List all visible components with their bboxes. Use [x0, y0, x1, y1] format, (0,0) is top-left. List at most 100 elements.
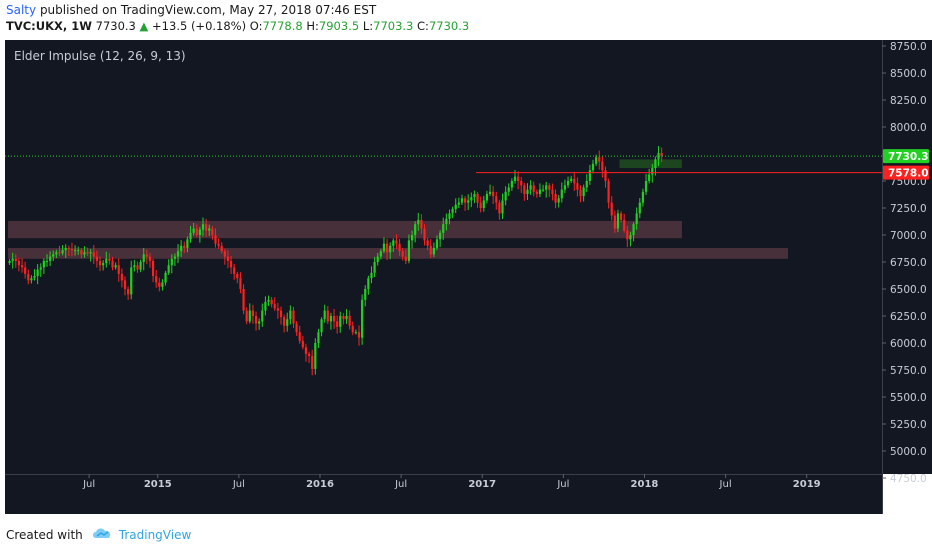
candle-body[interactable]	[139, 262, 142, 270]
candle-body[interactable]	[186, 239, 189, 248]
candle-body[interactable]	[151, 260, 155, 277]
candle-body[interactable]	[24, 267, 27, 274]
candle-body[interactable]	[189, 232, 192, 240]
candle-body[interactable]	[570, 178, 573, 181]
candle-body[interactable]	[8, 260, 11, 264]
candle-body[interactable]	[613, 215, 616, 229]
candle-body[interactable]	[145, 254, 148, 257]
candle-body[interactable]	[520, 181, 523, 186]
candle-body[interactable]	[89, 252, 92, 254]
candle-body[interactable]	[155, 276, 158, 283]
candle-body[interactable]	[560, 189, 563, 199]
candle-body[interactable]	[563, 185, 567, 190]
candle-body[interactable]	[410, 235, 414, 241]
candle-body[interactable]	[251, 310, 255, 316]
candle-body[interactable]	[173, 256, 177, 259]
candle-body[interactable]	[283, 317, 286, 326]
candle-body[interactable]	[629, 235, 632, 240]
candle-body[interactable]	[108, 258, 111, 261]
candle-body[interactable]	[314, 343, 317, 369]
candle-body[interactable]	[92, 252, 95, 257]
candle-body[interactable]	[130, 267, 133, 295]
candle-body[interactable]	[582, 187, 585, 197]
candle-body[interactable]	[401, 251, 404, 257]
candle-body[interactable]	[435, 239, 439, 248]
candle-body[interactable]	[167, 265, 170, 273]
candle-body[interactable]	[354, 332, 357, 334]
candle-body[interactable]	[208, 228, 211, 231]
candle-body[interactable]	[504, 191, 507, 201]
price-axis[interactable]	[882, 40, 932, 474]
candle-body[interactable]	[426, 240, 429, 246]
candle-body[interactable]	[42, 260, 45, 268]
candle-body[interactable]	[223, 251, 226, 257]
candle-body[interactable]	[142, 254, 145, 262]
candle-body[interactable]	[364, 289, 367, 300]
candle-body[interactable]	[498, 202, 501, 214]
candle-body[interactable]	[170, 258, 173, 266]
candle-body[interactable]	[351, 325, 354, 333]
candle-body[interactable]	[55, 252, 58, 255]
candle-body[interactable]	[339, 316, 342, 327]
candle-body[interactable]	[610, 202, 613, 216]
candle-body[interactable]	[332, 316, 336, 322]
candle-body[interactable]	[111, 260, 114, 268]
support-zone[interactable]	[8, 220, 682, 239]
candle-body[interactable]	[432, 247, 435, 255]
candle-body[interactable]	[654, 159, 657, 169]
candle-body[interactable]	[102, 263, 105, 266]
candle-body[interactable]	[105, 258, 108, 264]
candle-body[interactable]	[585, 181, 588, 188]
candle-body[interactable]	[548, 185, 551, 190]
candle-body[interactable]	[551, 189, 554, 194]
candle-body[interactable]	[367, 278, 370, 289]
candle-body[interactable]	[457, 202, 460, 205]
candle-body[interactable]	[304, 347, 308, 354]
candle-body[interactable]	[267, 299, 270, 302]
candle-body[interactable]	[579, 189, 582, 197]
candle-body[interactable]	[329, 316, 333, 322]
candle-body[interactable]	[482, 200, 485, 208]
candle-body[interactable]	[161, 282, 164, 287]
candle-body[interactable]	[120, 273, 123, 281]
candle-body[interactable]	[445, 218, 448, 225]
candle-body[interactable]	[298, 332, 301, 341]
candle-body[interactable]	[648, 174, 651, 181]
candle-body[interactable]	[117, 265, 120, 274]
candle-body[interactable]	[80, 250, 83, 255]
candle-body[interactable]	[591, 163, 595, 171]
candle-body[interactable]	[510, 181, 513, 188]
candle-body[interactable]	[573, 178, 576, 184]
candle-body[interactable]	[11, 258, 14, 261]
candle-body[interactable]	[507, 187, 510, 192]
candle-body[interactable]	[136, 265, 139, 270]
support-zone[interactable]	[619, 159, 682, 169]
candle-body[interactable]	[127, 289, 130, 295]
candle-body[interactable]	[641, 191, 645, 203]
candle-body[interactable]	[311, 355, 314, 369]
candle-body[interactable]	[495, 196, 498, 203]
author-link[interactable]: Salty	[6, 3, 37, 17]
candle-body[interactable]	[192, 228, 195, 233]
candle-body[interactable]	[632, 224, 635, 235]
candle-body[interactable]	[517, 176, 520, 181]
candle-body[interactable]	[554, 193, 557, 203]
candle-body[interactable]	[264, 301, 267, 311]
tradingview-link[interactable]: TradingView	[118, 527, 192, 542]
candle-body[interactable]	[348, 316, 351, 326]
candle-body[interactable]	[604, 170, 607, 181]
candle-body[interactable]	[598, 157, 601, 162]
support-zone[interactable]	[8, 247, 788, 259]
candle-body[interactable]	[114, 265, 117, 268]
candle-body[interactable]	[336, 321, 339, 327]
candle-body[interactable]	[239, 278, 242, 289]
candle-body[interactable]	[49, 256, 52, 261]
candle-body[interactable]	[463, 198, 467, 203]
candle-body[interactable]	[233, 267, 236, 274]
candle-body[interactable]	[357, 332, 361, 338]
candle-body[interactable]	[273, 304, 276, 309]
candle-body[interactable]	[61, 250, 64, 254]
candle-body[interactable]	[14, 258, 17, 261]
candle-body[interactable]	[470, 197, 473, 201]
candle-body[interactable]	[467, 200, 470, 203]
